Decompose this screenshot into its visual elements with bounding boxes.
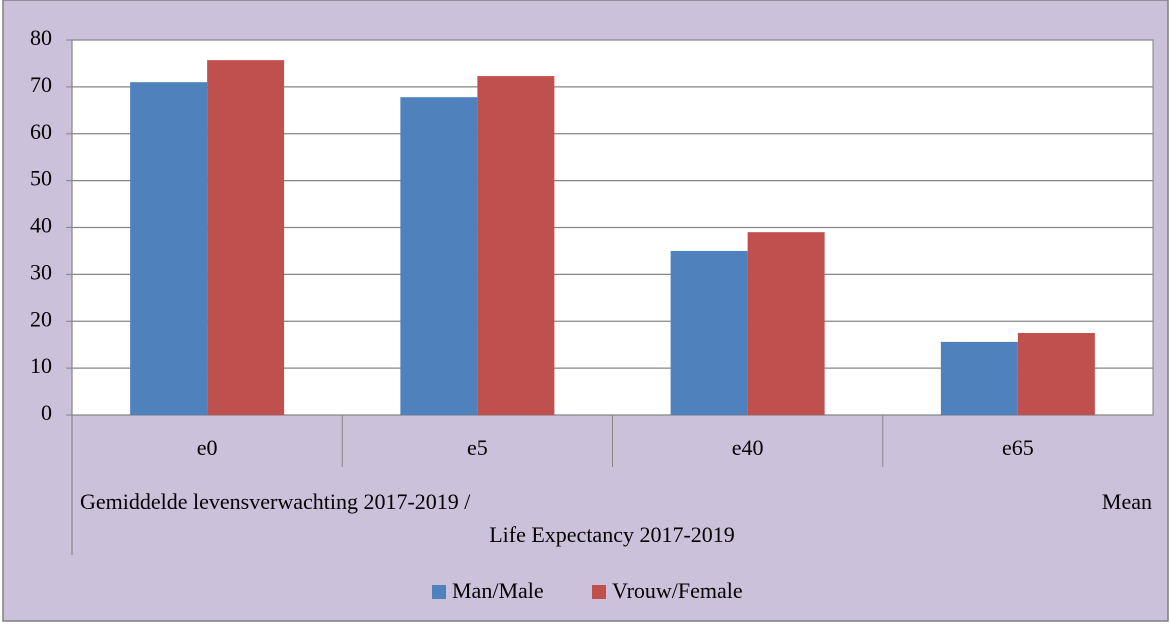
bar [747, 232, 825, 415]
x-tick-label: e65 [1002, 435, 1034, 460]
y-tick-label: 60 [30, 119, 52, 144]
x-group-label: Gemiddelde levensverwachting 2017-2019 / [80, 489, 471, 514]
bar [400, 97, 478, 415]
x-group-suffix: Mean [1102, 489, 1152, 514]
y-tick-label: 20 [30, 306, 52, 331]
legend-label: Vrouw/Female [612, 578, 743, 603]
legend-swatch [592, 585, 606, 599]
x-tick-label: e40 [732, 435, 764, 460]
bar [207, 60, 285, 415]
y-tick-label: 10 [30, 353, 52, 378]
y-tick-label: 70 [30, 72, 52, 97]
bar [130, 82, 208, 415]
y-tick-label: 80 [30, 25, 52, 50]
bar [940, 341, 1018, 415]
y-tick-label: 40 [30, 213, 52, 238]
bar [1017, 332, 1095, 415]
x-tick-label: e0 [197, 435, 218, 460]
y-tick-label: 0 [41, 400, 52, 425]
x-group-label: Life Expectancy 2017-2019 [489, 522, 735, 547]
x-tick-label: e5 [467, 435, 488, 460]
bar [670, 250, 748, 415]
legend-swatch [432, 585, 446, 599]
y-tick-label: 30 [30, 259, 52, 284]
y-tick-label: 50 [30, 166, 52, 191]
bar [477, 76, 555, 415]
legend-label: Man/Male [452, 578, 544, 603]
